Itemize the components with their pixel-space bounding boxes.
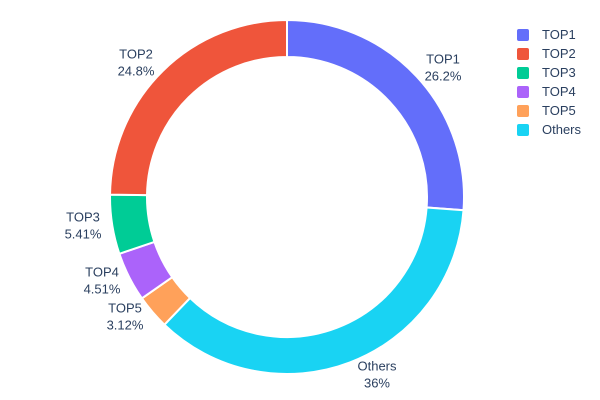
legend-label: TOP1: [542, 27, 576, 42]
legend-item-top1[interactable]: TOP1: [517, 28, 581, 41]
pie-slice-top2[interactable]: [109, 18, 288, 197]
legend-item-top2[interactable]: TOP2: [517, 47, 581, 60]
legend-label: TOP2: [542, 46, 576, 61]
legend-label: TOP5: [542, 103, 576, 118]
pie-slice-top3[interactable]: [109, 193, 156, 256]
legend: TOP1 TOP2 TOP3 TOP4 TOP5 Others: [517, 28, 581, 142]
legend-item-others[interactable]: Others: [517, 123, 581, 136]
legend-item-top4[interactable]: TOP4: [517, 85, 581, 98]
legend-swatch-icon: [517, 28, 529, 41]
legend-label: Others: [542, 122, 582, 137]
legend-item-top3[interactable]: TOP3: [517, 66, 581, 79]
legend-item-top5[interactable]: TOP5: [517, 104, 581, 117]
pie-slice-others[interactable]: [163, 206, 465, 375]
legend-swatch-icon: [517, 104, 529, 117]
legend-label: TOP3: [542, 65, 576, 80]
legend-swatch-icon: [517, 85, 529, 98]
legend-swatch-icon: [517, 47, 529, 60]
legend-swatch-icon: [517, 123, 529, 136]
legend-label: TOP4: [542, 84, 576, 99]
legend-swatch-icon: [517, 66, 529, 79]
pie-slice-top1[interactable]: [286, 18, 465, 212]
